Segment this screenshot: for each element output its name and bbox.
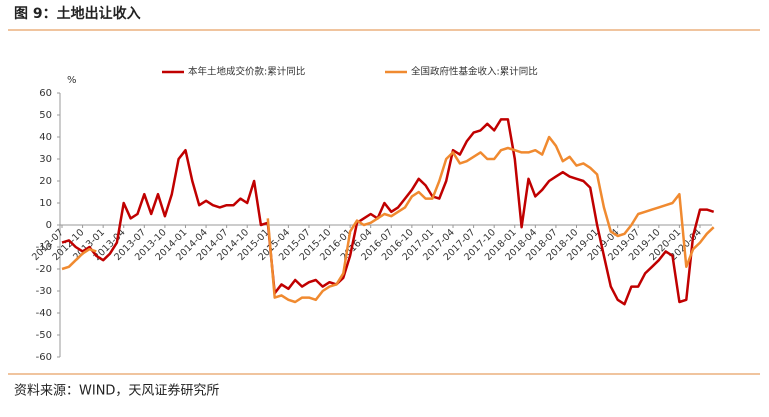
y-tick-label: 0: [46, 220, 52, 231]
series-line: [61, 118, 715, 306]
series-line: [61, 135, 715, 304]
y-tick-label: 50: [39, 110, 52, 121]
y-tick-label: -20: [36, 264, 52, 275]
legend-label: 全国政府性基金收入:累计同比: [411, 66, 538, 78]
y-tick-label: -50: [36, 330, 52, 341]
y-tick-label: 10: [39, 198, 52, 209]
y-tick-label: -60: [36, 352, 52, 363]
y-tick-label: -40: [36, 308, 52, 319]
legend-label: 本年土地成交价款:累计同比: [188, 66, 305, 78]
y-tick-label: 30: [39, 154, 52, 165]
y-axis-label: %: [67, 75, 77, 86]
y-tick-label: 40: [39, 132, 52, 143]
source: 资料来源：WIND，天风证券研究所: [14, 383, 219, 399]
y-tick-label: 60: [39, 88, 52, 99]
chart-title: 图 9：土地出让收入: [14, 5, 141, 22]
y-tick-label: -30: [36, 286, 52, 297]
y-tick-label: 20: [39, 176, 52, 187]
y-tick-label: -10: [36, 242, 52, 253]
